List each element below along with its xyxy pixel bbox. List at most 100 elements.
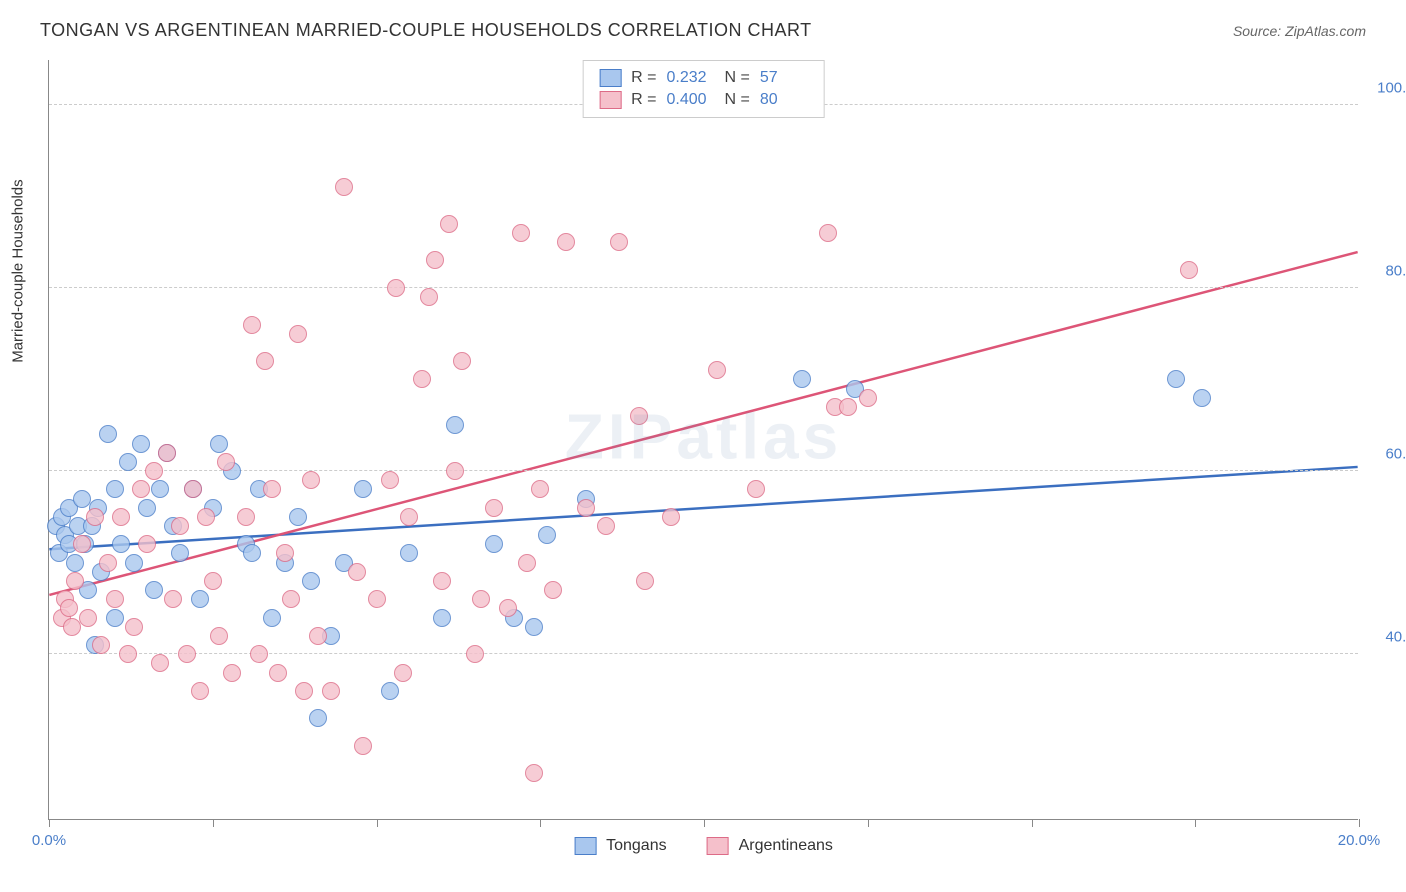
data-point <box>112 535 130 553</box>
data-point <box>426 251 444 269</box>
r-value: 0.232 <box>667 69 715 87</box>
data-point <box>302 572 320 590</box>
data-point <box>138 499 156 517</box>
r-label: R = <box>631 91 656 109</box>
data-point <box>73 490 91 508</box>
data-point <box>309 709 327 727</box>
source-label: Source: ZipAtlas.com <box>1233 23 1366 39</box>
data-point <box>472 590 490 608</box>
data-point <box>1167 370 1185 388</box>
data-point <box>256 352 274 370</box>
data-point <box>400 508 418 526</box>
gridline-h <box>49 653 1358 654</box>
swatch-argentineans <box>599 91 621 109</box>
data-point <box>1193 389 1211 407</box>
data-point <box>282 590 300 608</box>
data-point <box>289 508 307 526</box>
data-point <box>106 480 124 498</box>
data-point <box>322 682 340 700</box>
data-point <box>204 572 222 590</box>
swatch-argentineans <box>707 837 729 855</box>
swatch-tongans <box>574 837 596 855</box>
n-label: N = <box>725 91 750 109</box>
stat-legend: R = 0.232 N = 57 R = 0.400 N = 80 <box>582 60 825 118</box>
trend-lines-svg <box>49 60 1358 819</box>
legend-item-tongans: Tongans <box>574 837 667 855</box>
data-point <box>544 581 562 599</box>
stat-legend-row: R = 0.232 N = 57 <box>599 67 808 89</box>
n-label: N = <box>725 69 750 87</box>
data-point <box>662 508 680 526</box>
data-point <box>597 517 615 535</box>
data-point <box>99 554 117 572</box>
y-tick-label: 80.0% <box>1368 262 1406 279</box>
data-point <box>66 572 84 590</box>
data-point <box>413 370 431 388</box>
data-point <box>499 599 517 617</box>
data-point <box>295 682 313 700</box>
data-point <box>119 645 137 663</box>
legend-item-argentineans: Argentineans <box>707 837 833 855</box>
x-tick <box>1032 819 1033 827</box>
data-point <box>387 279 405 297</box>
legend-label: Tongans <box>606 837 667 855</box>
data-point <box>446 462 464 480</box>
data-point <box>433 609 451 627</box>
data-point <box>485 499 503 517</box>
data-point <box>381 682 399 700</box>
y-axis-title: Married-couple Households <box>10 179 27 362</box>
data-point <box>92 636 110 654</box>
data-point <box>610 233 628 251</box>
data-point <box>368 590 386 608</box>
y-tick-label: 60.0% <box>1368 446 1406 463</box>
x-tick <box>213 819 214 827</box>
data-point <box>335 178 353 196</box>
data-point <box>630 407 648 425</box>
x-tick <box>704 819 705 827</box>
data-point <box>348 563 366 581</box>
data-point <box>66 554 84 572</box>
data-point <box>400 544 418 562</box>
gridline-h <box>49 287 1358 288</box>
data-point <box>60 599 78 617</box>
data-point <box>538 526 556 544</box>
data-point <box>466 645 484 663</box>
data-point <box>145 581 163 599</box>
data-point <box>132 480 150 498</box>
data-point <box>518 554 536 572</box>
data-point <box>859 389 877 407</box>
x-tick <box>377 819 378 827</box>
x-tick <box>49 819 50 827</box>
data-point <box>243 316 261 334</box>
data-point <box>557 233 575 251</box>
data-point <box>708 361 726 379</box>
x-tick-label: 20.0% <box>1338 832 1381 849</box>
data-point <box>525 618 543 636</box>
data-point <box>302 471 320 489</box>
legend-label: Argentineans <box>739 837 833 855</box>
data-point <box>106 609 124 627</box>
data-point <box>433 572 451 590</box>
data-point <box>151 654 169 672</box>
data-point <box>354 737 372 755</box>
x-tick <box>1359 819 1360 827</box>
data-point <box>119 453 137 471</box>
bottom-legend: Tongans Argentineans <box>574 837 833 855</box>
data-point <box>512 224 530 242</box>
data-point <box>158 444 176 462</box>
data-point <box>354 480 372 498</box>
data-point <box>446 416 464 434</box>
data-point <box>819 224 837 242</box>
data-point <box>171 517 189 535</box>
data-point <box>79 609 97 627</box>
gridline-h <box>49 470 1358 471</box>
data-point <box>112 508 130 526</box>
watermark: ZIPatlas <box>565 399 842 473</box>
data-point <box>86 508 104 526</box>
data-point <box>223 664 241 682</box>
data-point <box>381 471 399 489</box>
data-point <box>138 535 156 553</box>
data-point <box>453 352 471 370</box>
data-point <box>394 664 412 682</box>
data-point <box>250 645 268 663</box>
